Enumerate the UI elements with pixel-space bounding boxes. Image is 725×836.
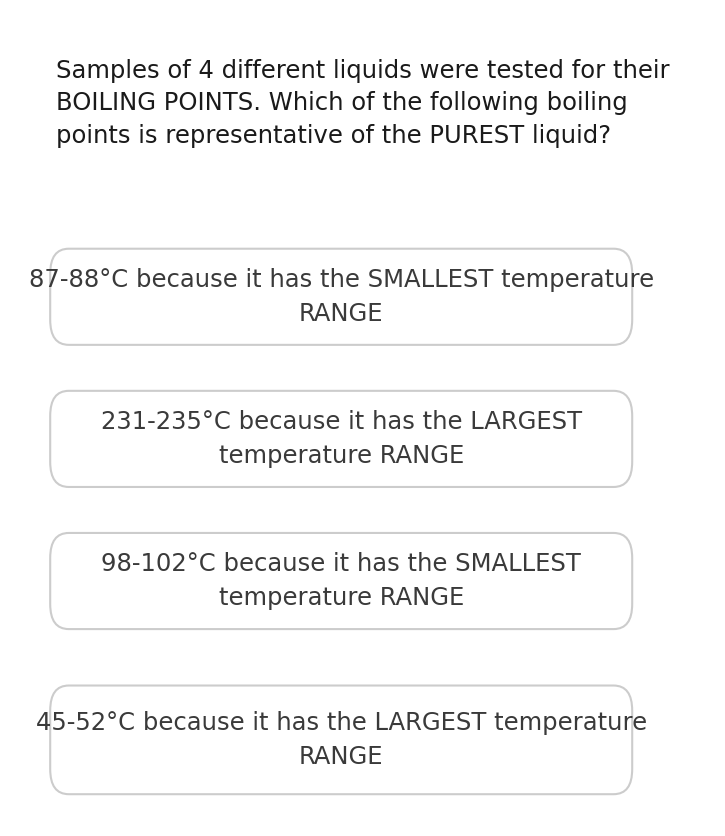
FancyBboxPatch shape [50, 391, 632, 487]
Text: 231-235°C because it has the LARGEST
temperature RANGE: 231-235°C because it has the LARGEST tem… [101, 410, 581, 467]
FancyBboxPatch shape [50, 533, 632, 629]
FancyBboxPatch shape [50, 686, 632, 794]
FancyBboxPatch shape [50, 249, 632, 344]
Text: 87-88°C because it has the SMALLEST temperature
RANGE: 87-88°C because it has the SMALLEST temp… [29, 268, 654, 325]
Text: 98-102°C because it has the SMALLEST
temperature RANGE: 98-102°C because it has the SMALLEST tem… [102, 553, 581, 609]
Text: Samples of 4 different liquids were tested for their
BOILING POINTS. Which of th: Samples of 4 different liquids were test… [57, 59, 670, 148]
Text: 45-52°C because it has the LARGEST temperature
RANGE: 45-52°C because it has the LARGEST tempe… [36, 711, 647, 768]
